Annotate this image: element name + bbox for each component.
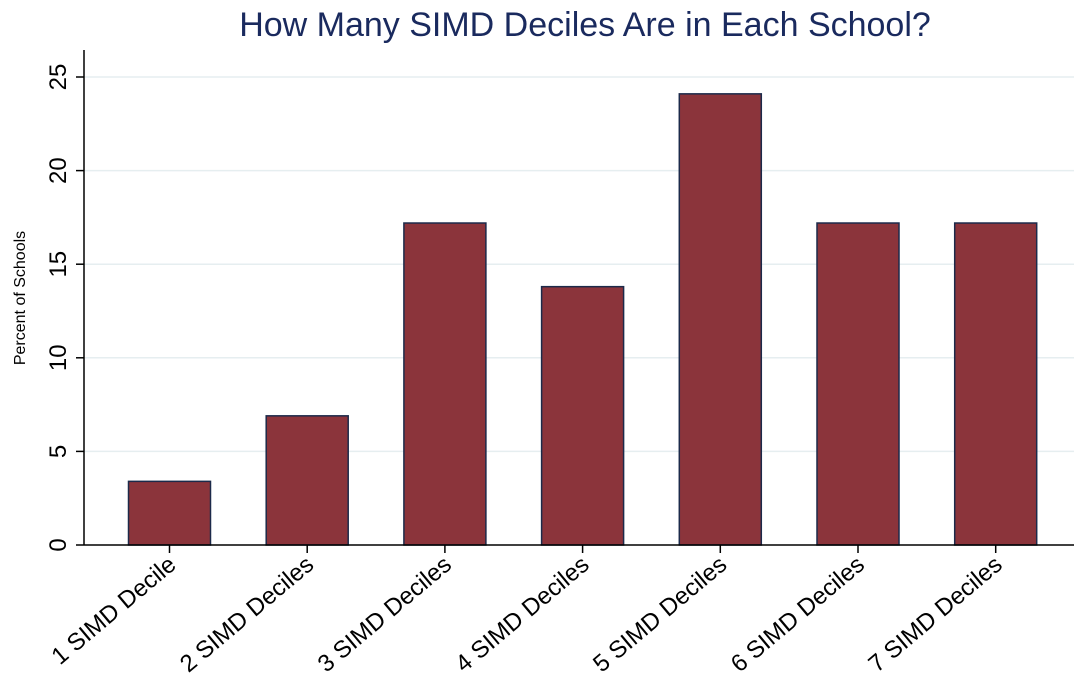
y-tick-label: 20 (45, 157, 72, 184)
bar (678, 93, 763, 546)
y-axis-title: Percent of Schools (12, 231, 29, 365)
bars (127, 93, 1038, 546)
bar (540, 285, 625, 546)
x-tick-label: 3 SIMD Deciles (313, 551, 457, 678)
x-tick-label: 7 SIMD Deciles (864, 551, 1008, 678)
bar (953, 222, 1038, 546)
x-tick-label: 2 SIMD Deciles (175, 551, 319, 678)
y-tick-label: 0 (45, 538, 72, 551)
chart-title: How Many SIMD Deciles Are in Each School… (239, 6, 931, 44)
axes (83, 50, 1074, 546)
bar (816, 222, 900, 546)
y-tick-label: 10 (45, 344, 72, 371)
x-tick-label: 6 SIMD Deciles (726, 551, 870, 678)
y-tick-label: 25 (45, 64, 72, 91)
bar (127, 480, 212, 546)
bar (265, 415, 349, 546)
y-ticks: 0 5 10 15 20 25 (45, 64, 84, 552)
gridlines (84, 76, 1074, 453)
x-tick-label: 5 SIMD Deciles (588, 551, 732, 678)
y-tick-label: 15 (45, 251, 72, 278)
x-tick-label: 1 SIMD Decile (47, 551, 182, 670)
bar (403, 222, 487, 546)
x-tick-label: 4 SIMD Deciles (450, 551, 594, 678)
y-tick-label: 5 (45, 445, 72, 458)
